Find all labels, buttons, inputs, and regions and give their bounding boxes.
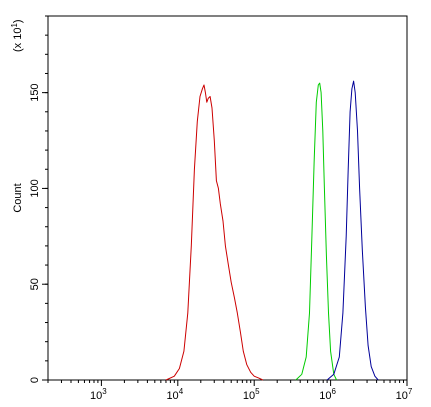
plot-frame (47, 15, 408, 381)
y-axis-label: Count (12, 183, 24, 212)
x-tick-label: 105 (243, 387, 260, 402)
x-tick-label: 104 (166, 387, 183, 402)
x-tick-label: 107 (396, 387, 413, 402)
series-line-1 (165, 84, 264, 381)
y-tick-label: 150 (29, 83, 41, 101)
y-axis-title-group: Count (x 101) (10, 19, 24, 212)
y-tick-label: 50 (29, 278, 41, 290)
plot-area: 103 104 105 106 107 0 50 100 150 (29, 15, 413, 402)
series-line-3 (326, 80, 379, 381)
y-tick-label: 0 (29, 377, 41, 383)
x-tick-label: 106 (319, 387, 336, 402)
y-tick-label: 100 (29, 179, 41, 197)
x-tick-label: 103 (90, 387, 107, 402)
y-multiplier-label: (x 101) (10, 19, 24, 52)
series-line-2 (295, 82, 338, 381)
